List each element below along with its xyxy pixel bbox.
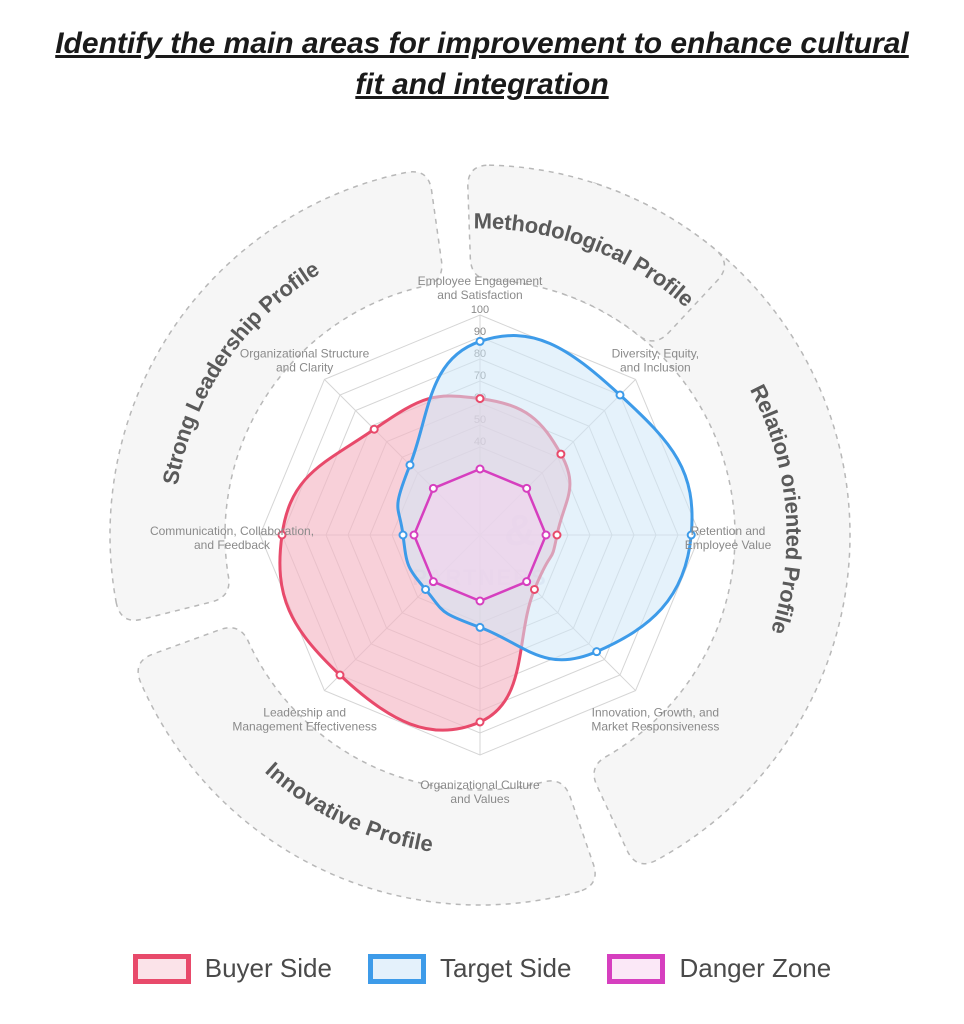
series-marker xyxy=(477,338,484,345)
series-marker xyxy=(477,719,484,726)
legend-item-target: Target Side xyxy=(368,953,572,984)
series-marker xyxy=(543,532,550,539)
series-marker xyxy=(557,451,564,458)
series-marker xyxy=(477,598,484,605)
series-marker xyxy=(477,624,484,631)
legend-swatch xyxy=(133,954,191,984)
series-marker xyxy=(593,648,600,655)
legend-item-buyer: Buyer Side xyxy=(133,953,332,984)
series-marker xyxy=(523,485,530,492)
legend-swatch xyxy=(607,954,665,984)
axis-label: Employee Engagementand Satisfaction xyxy=(418,274,543,302)
tick-label: 100 xyxy=(471,304,489,316)
series-marker xyxy=(477,395,484,402)
series-marker xyxy=(617,391,624,398)
legend-swatch xyxy=(368,954,426,984)
radar-chart: Relation oriented ProfileInnovative Prof… xyxy=(0,115,964,945)
series-marker xyxy=(531,586,538,593)
tick-label: 90 xyxy=(474,326,486,338)
series-marker xyxy=(371,426,378,433)
legend-label: Danger Zone xyxy=(679,953,831,984)
series-marker xyxy=(400,532,407,539)
legend-item-danger: Danger Zone xyxy=(607,953,831,984)
axis-label: Innovation, Growth, andMarket Responsive… xyxy=(591,705,719,733)
series-marker xyxy=(422,586,429,593)
series-marker xyxy=(477,466,484,473)
series-marker xyxy=(430,485,437,492)
legend: Buyer Side Target Side Danger Zone xyxy=(0,953,964,984)
series-marker xyxy=(406,461,413,468)
series-marker xyxy=(523,578,530,585)
series-marker xyxy=(336,672,343,679)
axis-label: Retention andEmployee Value xyxy=(685,524,772,552)
page-title: Identify the main areas for improvement … xyxy=(52,24,912,105)
series-marker xyxy=(411,532,418,539)
series-marker xyxy=(430,578,437,585)
legend-label: Buyer Side xyxy=(205,953,332,984)
legend-label: Target Side xyxy=(440,953,572,984)
axis-label: Diversity, Equity,and Inclusion xyxy=(612,347,700,375)
series-marker xyxy=(554,532,561,539)
